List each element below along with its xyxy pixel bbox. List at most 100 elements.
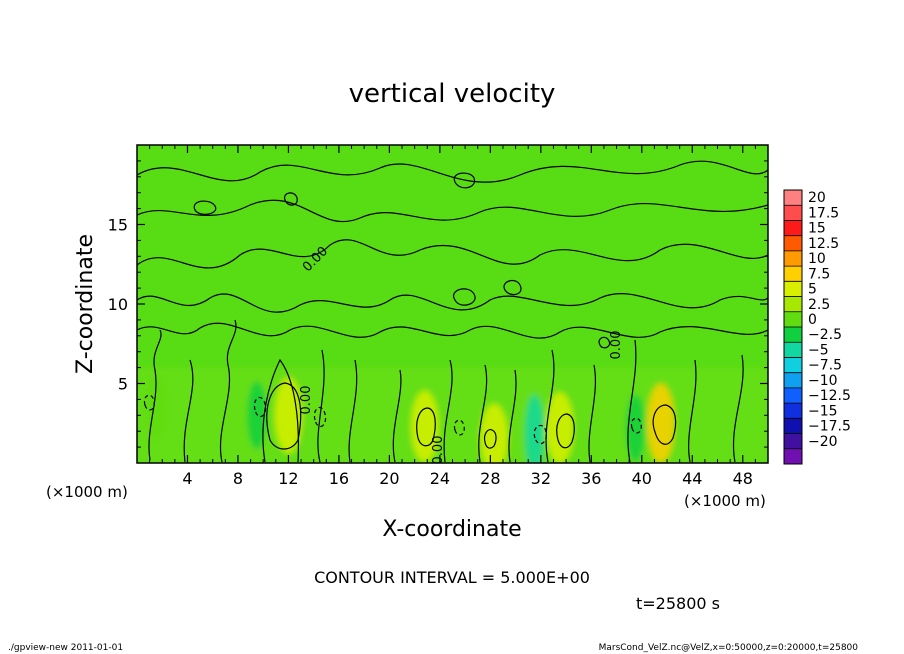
colorbar-segment xyxy=(784,327,802,343)
colorbar-label: 0 xyxy=(808,312,817,328)
contour-line xyxy=(416,407,436,447)
negative-contour-line xyxy=(313,406,327,428)
colorbar-segment xyxy=(784,387,802,404)
x-tick-label: 12 xyxy=(278,469,298,488)
contour-line xyxy=(598,336,611,349)
y-axis: 5 10 15 xyxy=(108,160,768,448)
footer-right: MarsCond_VelZ.nc@VelZ,x=0:50000,z=0:2000… xyxy=(599,643,859,653)
colorbar-label: 17.5 xyxy=(808,205,839,221)
contour-label: 0.00 xyxy=(609,331,624,360)
contour-line xyxy=(137,199,768,223)
colorbar-segment xyxy=(784,433,802,450)
colorbar-segment xyxy=(784,342,802,358)
colorbar-segment xyxy=(784,250,802,267)
colorbar-label: 10 xyxy=(808,251,826,267)
y-tick-label: 10 xyxy=(108,295,128,314)
x-unit-right: (×1000 m) xyxy=(684,492,766,510)
updraft-feature xyxy=(545,392,574,463)
colorbar-segment xyxy=(784,311,802,328)
chart-title: vertical velocity xyxy=(349,79,556,109)
contour-line xyxy=(503,279,522,296)
colorbar-segment xyxy=(784,235,802,252)
colorbar-segment xyxy=(784,448,802,465)
x-tick-label: 32 xyxy=(531,469,551,488)
contour-line xyxy=(219,319,237,463)
colorbar-segment xyxy=(784,357,802,374)
contour-line xyxy=(317,349,325,463)
colorbar-segment xyxy=(784,205,802,221)
contour-interval-text: CONTOUR INTERVAL = 5.000E+00 xyxy=(314,568,590,587)
colorbar-label: −20 xyxy=(808,434,838,450)
negative-contour-line xyxy=(253,396,267,418)
footer-left: ./gpview-new 2011-01-01 xyxy=(8,643,123,653)
negative-contour-line xyxy=(630,417,642,434)
time-text: t=25800 s xyxy=(636,594,720,613)
contour-label: 0.00 xyxy=(431,436,446,465)
contour-line xyxy=(452,288,476,306)
contour-line xyxy=(137,293,768,313)
colorbar-label: 5 xyxy=(808,282,817,298)
negative-contour-line xyxy=(533,424,547,445)
x-tick-label: 44 xyxy=(682,469,702,488)
contour-line xyxy=(483,429,497,449)
negative-contour-line xyxy=(143,394,155,411)
colorbar-label: −10 xyxy=(808,373,838,389)
colorbar-label: −12.5 xyxy=(808,388,851,404)
colorbar-segment xyxy=(784,220,802,237)
colorbar-segment xyxy=(784,296,802,313)
colorbar-segment xyxy=(784,403,802,419)
updraft-feature xyxy=(480,403,509,463)
x-tick-label: 36 xyxy=(581,469,601,488)
colorbar-label: −5 xyxy=(808,342,829,358)
downdraft-feature xyxy=(524,394,545,463)
x-axis: 4 8 12 16 20 24 28 32 36 40 44 48 xyxy=(149,145,756,488)
contour-line xyxy=(137,322,768,339)
contour-line xyxy=(137,160,768,183)
contour-line xyxy=(556,413,575,449)
contour-line xyxy=(478,364,488,463)
colorbar-segment xyxy=(784,190,802,206)
colorbar-label: 12.5 xyxy=(808,236,839,252)
colorbar-label: 2.5 xyxy=(808,297,830,313)
contour-line xyxy=(508,369,517,463)
x-tick-label: 4 xyxy=(182,469,192,488)
contour-line xyxy=(732,354,744,463)
contour-line xyxy=(148,329,162,461)
contour-line xyxy=(183,359,194,463)
updraft-feature xyxy=(410,390,439,463)
colorbar: 2017.51512.5107.552.50−2.5−5−7.5−10−12.5… xyxy=(783,189,851,465)
colorbar-label: −17.5 xyxy=(808,419,851,435)
x-axis-label: X-coordinate xyxy=(382,517,521,542)
contour-line xyxy=(453,172,476,189)
x-tick-label: 8 xyxy=(233,469,243,488)
contour-line xyxy=(193,200,217,215)
x-tick-label: 24 xyxy=(430,469,450,488)
x-tick-label: 20 xyxy=(379,469,399,488)
contour-lines xyxy=(137,160,768,463)
colorbar-label: 20 xyxy=(808,190,826,206)
y-axis-label: Z-coordinate xyxy=(73,234,98,374)
colorbar-label: 7.5 xyxy=(808,266,830,282)
x-tick-label: 28 xyxy=(480,469,500,488)
y-tick-label: 15 xyxy=(108,216,128,235)
colorbar-segment xyxy=(784,372,802,389)
colorbar-label: −15 xyxy=(808,403,838,419)
contour-line xyxy=(588,364,597,463)
negative-contour-line xyxy=(453,419,465,436)
colorbar-segment xyxy=(784,266,802,282)
contour-label: 0.00 xyxy=(299,386,314,415)
contour-line xyxy=(652,404,677,445)
y-tick-label: 5 xyxy=(118,375,128,394)
contour-labels: 0.000.000.000.00 xyxy=(299,244,624,464)
contour-line xyxy=(266,382,302,450)
contour-line xyxy=(627,339,637,463)
x-tick-label: 48 xyxy=(733,469,753,488)
velocity-features xyxy=(137,367,768,463)
contour-line xyxy=(545,349,555,463)
x-tick-label: 16 xyxy=(329,469,349,488)
contour-line xyxy=(348,359,358,463)
updraft-feature xyxy=(646,383,675,463)
colorbar-segment xyxy=(784,281,802,298)
x-unit-left: (×1000 m) xyxy=(46,483,128,501)
